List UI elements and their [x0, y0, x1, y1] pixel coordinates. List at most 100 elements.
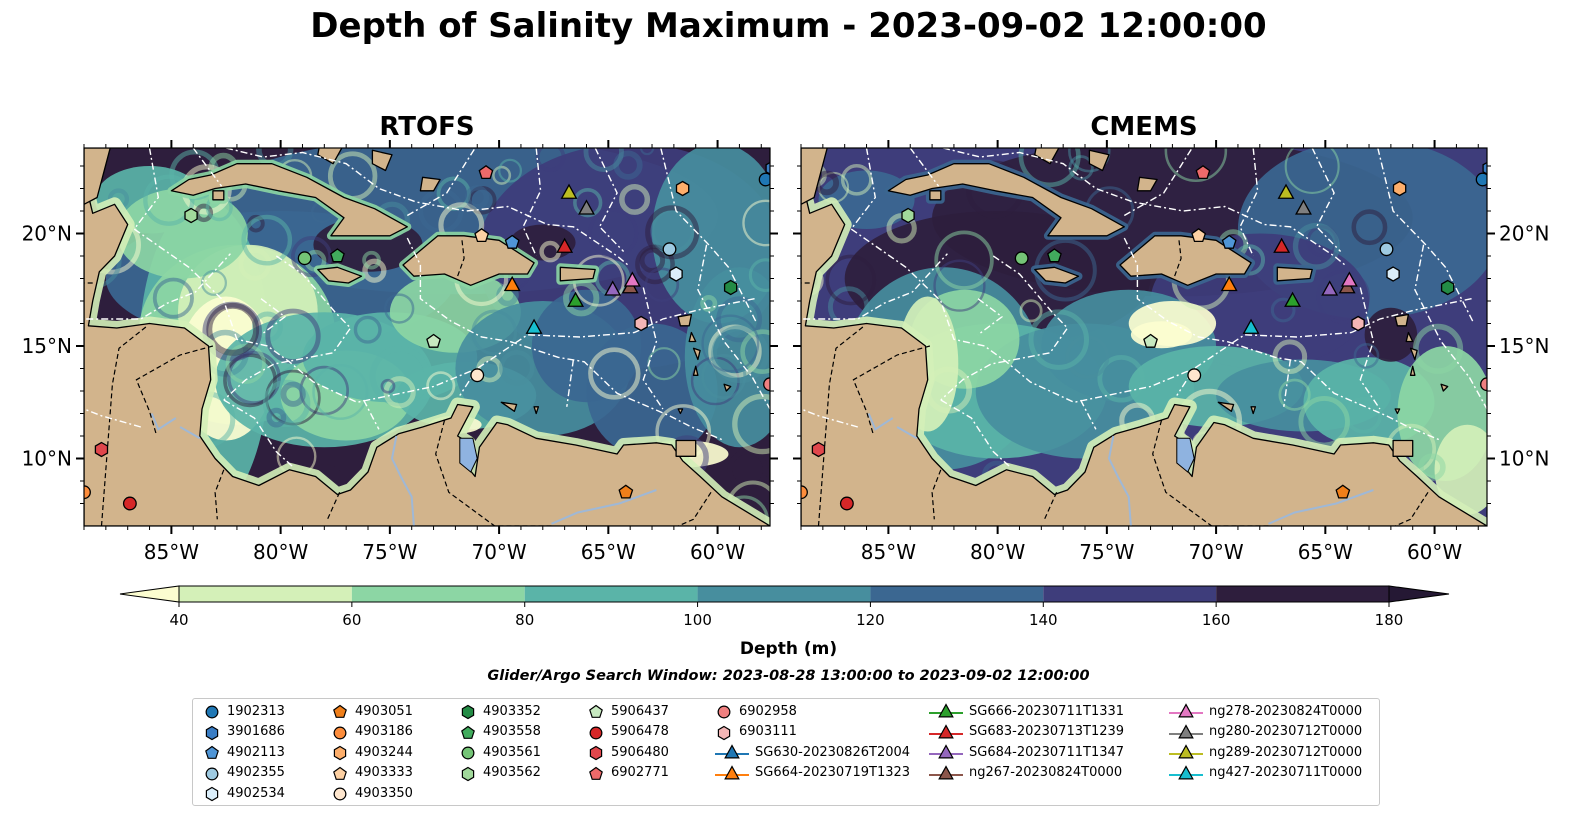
river: [390, 435, 415, 526]
marker-4903558: [330, 248, 345, 263]
land-mass: [1409, 347, 1418, 361]
eez-boundary: [1123, 237, 1442, 442]
legend-label: ng278-20230824T0000: [1209, 703, 1363, 719]
river: [896, 426, 918, 440]
colorbar: 40 60 80 100 120 140 160 180: [119, 585, 1450, 629]
marker-6903111: [634, 315, 648, 332]
country-border: [325, 492, 341, 522]
country-border: [1394, 491, 1429, 526]
legend-marker-circle-icon: [333, 787, 347, 801]
marker-3901686: [1482, 161, 1487, 175]
marker-ng427-20230711T0000: [525, 318, 543, 334]
legend-item: 5906480: [587, 743, 669, 761]
figure-title: Depth of Salinity Maximum - 2023-09-02 1…: [310, 6, 1267, 46]
legend-item: 4903186: [331, 723, 413, 741]
x-tick-label: 70°W: [471, 540, 526, 564]
marker-1902313: [758, 172, 770, 187]
eez-boundary: [1377, 148, 1475, 324]
legend-marker-triangle-icon: [929, 703, 963, 718]
eez-boundary: [594, 148, 625, 252]
legend-item: 4902113: [203, 743, 285, 761]
legend-item: 5906437: [587, 702, 669, 720]
legend-label: ng427-20230711T0000: [1209, 765, 1363, 780]
legend-item: 4902534: [203, 784, 285, 802]
x-tick-label: 65°W: [581, 540, 636, 564]
legend-marker-pentagon-icon: [461, 725, 475, 739]
legend: 1902313 3901686 4902113 4902355 4902534 49030…: [192, 698, 1380, 806]
x-tick-label: 85°W: [861, 540, 916, 564]
eez-boundary: [660, 148, 758, 324]
eez-boundary: [1239, 148, 1259, 257]
legend-label: 6902958: [739, 703, 797, 719]
land-mass: [1034, 266, 1080, 284]
land-mass: [1276, 266, 1313, 282]
marker-4903333: [474, 227, 490, 243]
marker-4903352: [723, 279, 738, 296]
colorbar-segment: [870, 586, 1044, 602]
y-tick-label: 20°N: [1499, 222, 1549, 246]
marker-4903350: [470, 368, 485, 383]
country-border: [1042, 492, 1058, 522]
land-mass: [170, 163, 408, 237]
marker-1902313: [1475, 172, 1487, 187]
legend-item: 4903350: [331, 784, 413, 802]
eez-boundary: [803, 253, 948, 320]
marker-5906437: [426, 333, 441, 348]
legend-marker-hexagon-icon: [717, 725, 731, 740]
land-mass: [1217, 401, 1235, 412]
legend-label: 4902534: [227, 785, 285, 801]
river: [179, 426, 201, 440]
land-mass: [317, 148, 343, 165]
legend-marker-hexagon-icon: [461, 704, 475, 720]
eez-boundary: [362, 399, 380, 430]
colorbar-extend-high: [1388, 585, 1450, 603]
land-mass: [677, 313, 693, 327]
search-window-caption: Glider/Argo Search Window: 2023-08-28 13…: [487, 668, 1090, 684]
legend-item: SG666-20230711T1331: [929, 702, 1124, 720]
colorbar-extend-low: [119, 585, 180, 603]
marker-ng278-20230824T0000: [623, 271, 641, 287]
legend-label: 4903561: [483, 744, 541, 760]
legend-item: 4903352: [459, 702, 541, 720]
eez-boundary: [86, 253, 231, 320]
colorbar-segment: [351, 586, 525, 602]
legend-marker-hexagon-icon: [461, 766, 475, 781]
legend-item: 1902313: [203, 702, 285, 720]
legend-label: SG683-20230713T1239: [969, 724, 1125, 739]
legend-item: ng280-20230712T0000: [1169, 723, 1362, 741]
land-mass: [801, 148, 828, 205]
legend-item: 6903111: [715, 723, 797, 741]
legend-label: 4903562: [483, 765, 541, 780]
map-panel-cmems[interactable]: 85°W 80°W 75°W 70°W 65°W 60°W 20°N 15°N 10°N: [793, 140, 1549, 564]
land-mass: [1392, 439, 1414, 457]
marker-4902355: [662, 242, 677, 257]
country-border: [931, 469, 942, 520]
legend-marker-triangle-icon: [715, 744, 749, 759]
legend-marker-circle-icon: [589, 726, 603, 739]
map-frame: [800, 147, 1488, 527]
colorbar-segment: [1043, 586, 1217, 602]
land-mass: [1409, 365, 1416, 376]
legend-item: 4903558: [459, 723, 541, 741]
legend-marker-pentagon-icon: [589, 704, 603, 718]
land-mass: [692, 347, 701, 361]
legend-marker-triangle-icon: [1169, 703, 1203, 718]
marker-SG684-20230711T1347: [1321, 280, 1339, 296]
map-panel-rtofs[interactable]: 85°W 80°W 75°W 70°W 65°W 60°W 20°N 15°N 10°N: [22, 140, 778, 564]
eez-boundary: [940, 255, 1069, 401]
marker-4903244: [675, 180, 690, 197]
x-tick-label: 65°W: [1298, 540, 1353, 564]
legend-item: 5906478: [587, 723, 669, 741]
colorbar-tick-label: 40: [169, 611, 188, 629]
marker-4903562: [184, 207, 198, 224]
marker-SG683-20230713T1239: [1273, 237, 1291, 253]
land-mass: [1136, 176, 1158, 192]
marker-5906478: [839, 496, 854, 511]
land-mass: [371, 149, 393, 172]
country-border: [100, 325, 148, 526]
eez-boundary: [850, 148, 1472, 404]
colorbar-segment: [524, 586, 698, 602]
eez-boundary: [223, 399, 295, 469]
legend-marker-circle-icon: [205, 705, 219, 719]
colorbar-segment: [697, 586, 871, 602]
